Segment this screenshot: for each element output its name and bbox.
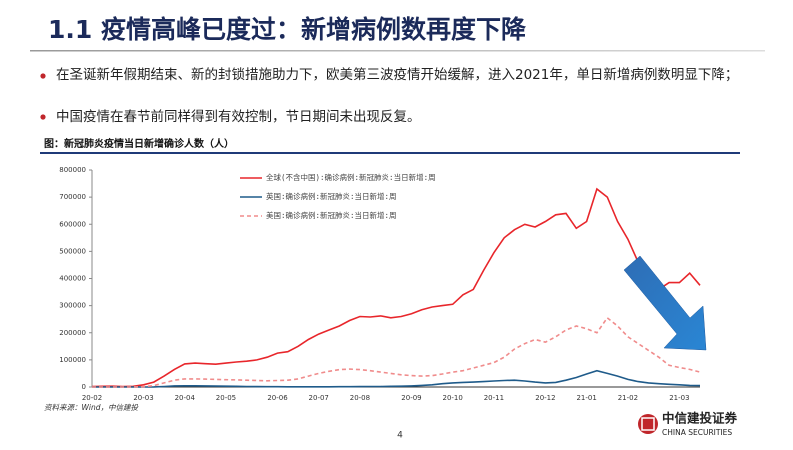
x-tick-label: 21-03 <box>669 394 689 402</box>
x-tick-label: 21-01 <box>576 394 596 402</box>
caption-rule <box>40 152 740 154</box>
series-line <box>91 187 701 388</box>
x-tick-label: 20-05 <box>216 394 236 402</box>
bullet-dot <box>40 73 46 79</box>
x-tick-label: 20-11 <box>484 394 504 402</box>
y-tick-label: 300000 <box>59 302 86 310</box>
bullet-text: 中国疫情在春节前同样得到有效控制，节日期间未出现反复。 <box>56 108 421 125</box>
x-tick-label: 21-02 <box>618 394 638 402</box>
x-tick-label: 20-07 <box>309 394 329 402</box>
title-rule <box>30 50 765 52</box>
x-tick-label: 20-03 <box>133 394 153 402</box>
x-tick-label: 20-04 <box>175 394 196 402</box>
slide-title: 1.1 疫情高峰已度过：新增病例数再度下降 <box>48 15 527 44</box>
logo-text-en: CHINA SECURITIES <box>662 428 732 437</box>
page-number: 4 <box>397 431 403 441</box>
x-tick-label: 20-08 <box>350 394 370 402</box>
chart-caption: 图：新冠肺炎疫情当日新增确诊人数（人） <box>44 137 234 150</box>
legend-label: 全球(不含中国):确诊病例:新冠肺炎:当日新增:周 <box>266 172 436 182</box>
legend-label: 美国:确诊病例:新冠肺炎:当日新增:周 <box>266 210 397 220</box>
source-note: 资料来源：Wind，中信建投 <box>44 403 140 412</box>
y-tick-label: 500000 <box>59 247 86 255</box>
logo-mark <box>638 414 658 434</box>
y-tick-label: 600000 <box>59 220 86 228</box>
bullet-text: 在圣诞新年假期结束、新的封锁措施助力下，欧美第三波疫情开始缓解，进入2021年，… <box>56 67 739 83</box>
trend-arrow <box>623 255 707 351</box>
logo-mark-inner <box>641 417 655 431</box>
bullet-box: 在圣诞新年假期结束、新的封锁措施助力下，欧美第三波疫情开始缓解，进入2021年，… <box>56 67 739 83</box>
x-tick-label: 20-10 <box>443 394 463 402</box>
x-tick-label: 20-12 <box>535 394 555 402</box>
x-tick-label: 20-02 <box>82 394 102 402</box>
y-tick-label: 700000 <box>59 193 86 201</box>
y-tick-label: 0 <box>82 383 86 391</box>
logo-text: 中信建投证券 <box>662 411 738 426</box>
y-tick-label: 100000 <box>59 356 86 364</box>
y-tick-label: 800000 <box>59 166 86 174</box>
series-line <box>92 369 701 388</box>
y-tick-label: 400000 <box>59 275 86 283</box>
plot: 0 100000 200000 300000 400000 500000 600000 700… <box>59 166 701 402</box>
x-tick-label: 20-06 <box>267 394 288 402</box>
x-tick-label: 20-09 <box>401 394 421 402</box>
bullet-dot <box>40 114 46 120</box>
legend-label: 英国:确诊病例:新冠肺炎:当日新增:周 <box>266 191 397 201</box>
series-line <box>92 316 701 388</box>
y-tick-label: 200000 <box>59 329 86 337</box>
